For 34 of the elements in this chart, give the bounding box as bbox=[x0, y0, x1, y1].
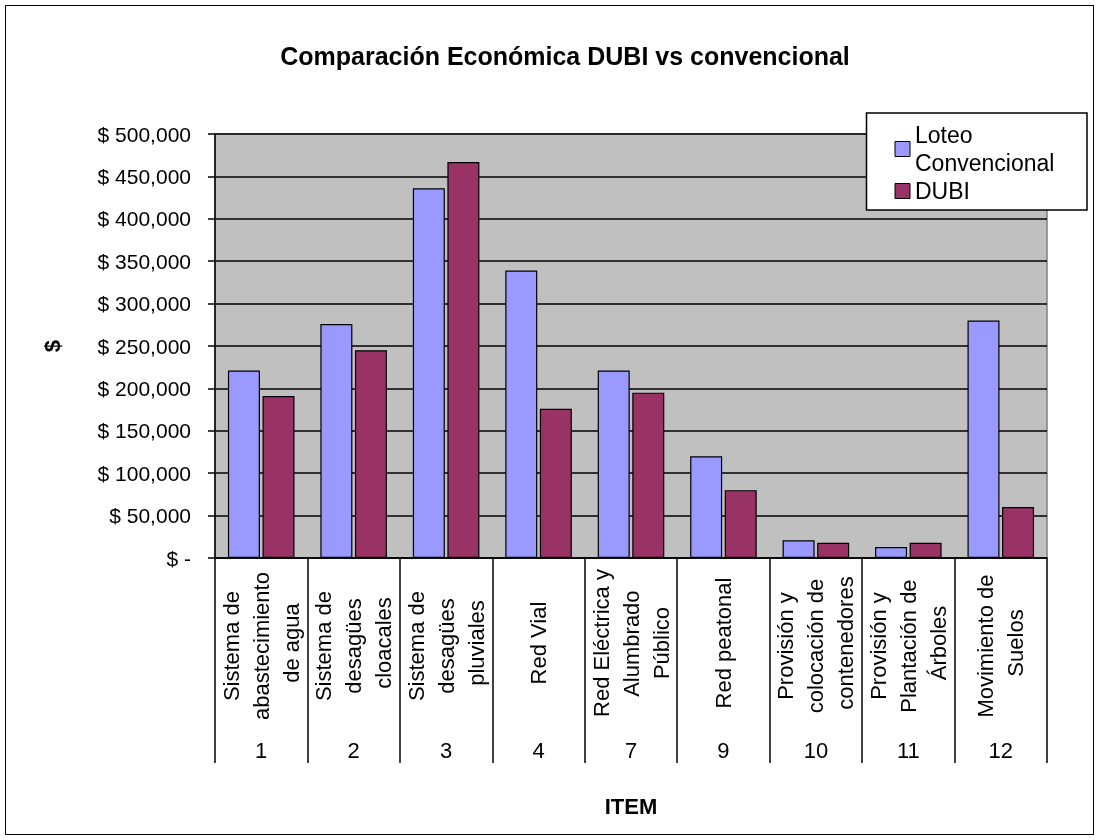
text: 11 bbox=[896, 737, 920, 763]
y-tick-label: $ 50,000 bbox=[109, 504, 191, 528]
y-axis-title: $ bbox=[39, 339, 65, 353]
y-tick-label: $ 500,000 bbox=[97, 122, 191, 146]
x-tick-label: Sistema de abastecimiento de agua bbox=[218, 565, 304, 721]
legend-label: Loteo Convencional bbox=[915, 122, 1055, 176]
y-tick-label: $ 250,000 bbox=[97, 334, 191, 358]
text: 10 bbox=[803, 737, 829, 763]
y-tick-label: $ 150,000 bbox=[97, 419, 191, 443]
y-tick-label: $ 450,000 bbox=[97, 164, 191, 188]
y-tick-label: $ 200,000 bbox=[97, 376, 191, 400]
text: 1 bbox=[255, 737, 268, 763]
x-tick-label: Movimiento de Suelos bbox=[973, 568, 1029, 718]
chart-title: Comparación Económica DUBI vs convencional bbox=[280, 41, 850, 70]
x-tick-label: Red peatonal bbox=[710, 577, 736, 709]
x-tick-label: Sistema de desagües cloacales bbox=[311, 584, 397, 702]
y-tick-label: $ 100,000 bbox=[97, 461, 191, 485]
y-tick-label: $ 350,000 bbox=[97, 249, 191, 273]
text: 4 bbox=[532, 737, 545, 763]
x-tick-label: Sistema de desagües pluviales bbox=[403, 584, 489, 702]
x-tick-label: Provisión y colocación de contenedores bbox=[773, 572, 859, 714]
y-tick-label: $ - bbox=[166, 546, 191, 570]
x-tick-label: Provisión y Plantación de Árboles bbox=[865, 573, 951, 713]
x-axis-title: ITEM bbox=[604, 793, 658, 819]
x-tick-label: Red Eléctrica y Alumbrado Público bbox=[588, 569, 674, 717]
y-tick-label: $ 300,000 bbox=[97, 292, 191, 316]
text: 12 bbox=[988, 737, 1014, 763]
y-tick-label: $ 400,000 bbox=[97, 207, 191, 231]
text: 3 bbox=[439, 737, 453, 763]
x-tick-label: Red Vial bbox=[526, 601, 552, 685]
text: 7 bbox=[624, 737, 638, 763]
legend-label: DUBI bbox=[915, 178, 970, 204]
text: 9 bbox=[717, 737, 730, 763]
text: 2 bbox=[347, 737, 360, 763]
